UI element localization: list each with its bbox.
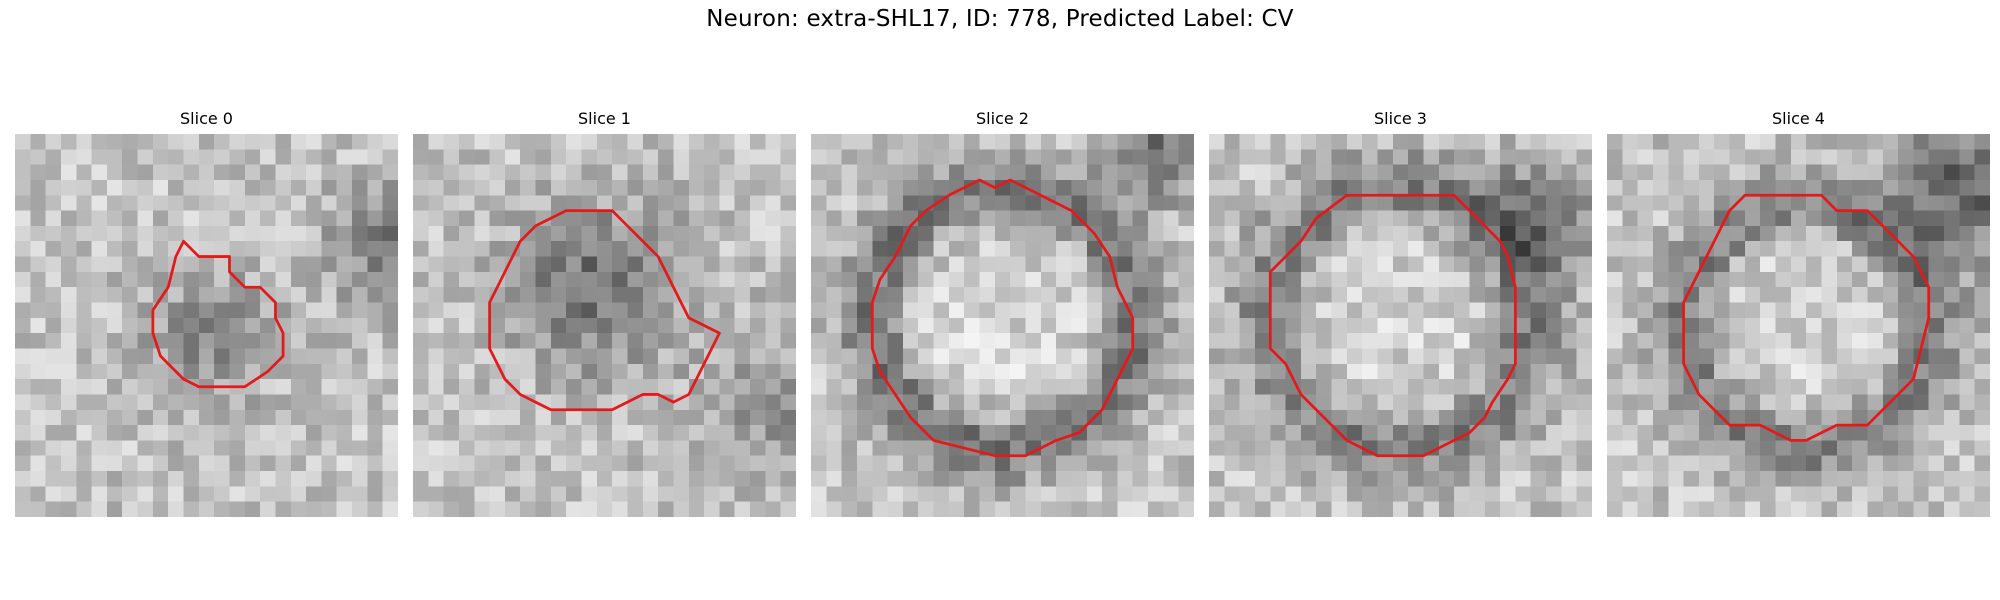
slice-panel-2: Slice 2 bbox=[811, 108, 1194, 517]
slice-title: Slice 0 bbox=[15, 108, 398, 130]
slice-title: Slice 3 bbox=[1209, 108, 1592, 130]
slice-panel-3: Slice 3 bbox=[1209, 108, 1592, 517]
slice-image bbox=[1607, 134, 1990, 517]
slice-title: Slice 1 bbox=[413, 108, 796, 130]
slice-image bbox=[15, 134, 398, 517]
slice-panel-1: Slice 1 bbox=[413, 108, 796, 517]
slice-title: Slice 2 bbox=[811, 108, 1194, 130]
figure-title: Neuron: extra-SHL17, ID: 778, Predicted … bbox=[0, 6, 2000, 32]
slice-panel-4: Slice 4 bbox=[1607, 108, 1990, 517]
slice-image bbox=[413, 134, 796, 517]
slice-image bbox=[811, 134, 1194, 517]
slice-panel-0: Slice 0 bbox=[15, 108, 398, 517]
slice-title: Slice 4 bbox=[1607, 108, 1990, 130]
slice-image bbox=[1209, 134, 1592, 517]
